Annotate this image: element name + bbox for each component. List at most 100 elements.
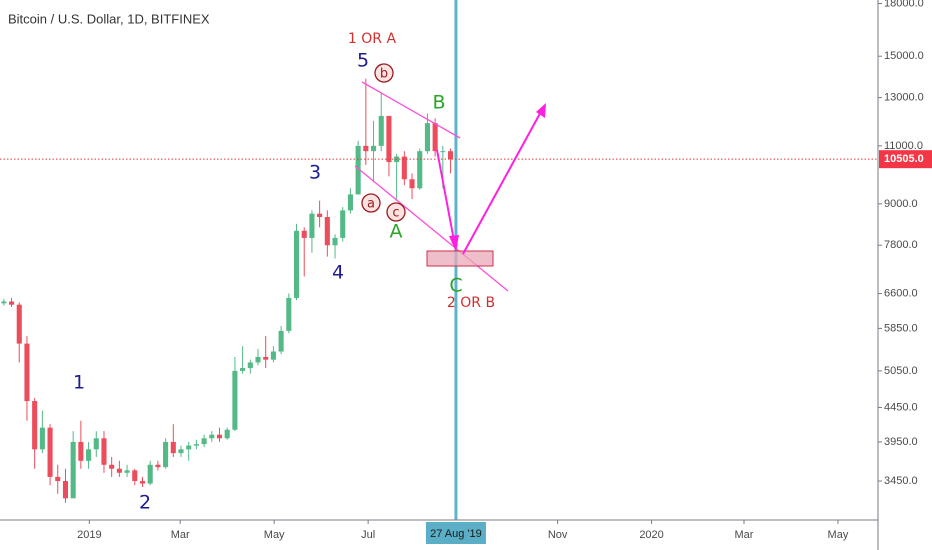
candle-body: [147, 464, 153, 484]
candle-body: [16, 304, 22, 344]
candle-body: [101, 438, 107, 465]
y-tick-label: 3450.0: [884, 475, 918, 487]
candle-body: [401, 156, 407, 180]
chart-title: Bitcoin / U.S. Dollar, 1D, BITFINEX: [8, 11, 210, 26]
x-tick-label: Mar: [735, 529, 754, 541]
x-tick-label: 27 Aug '19: [430, 528, 482, 540]
candle-body: [201, 438, 207, 445]
candle-body: [193, 444, 199, 446]
channel-lower: [354, 165, 509, 292]
y-tick-label: 4450.0: [884, 401, 918, 413]
candle-body: [347, 194, 353, 211]
candle-body: [70, 441, 76, 499]
candle-body: [155, 464, 161, 468]
y-tick-label: 3950.0: [884, 436, 918, 448]
wave-label: a: [367, 197, 375, 212]
candle-body: [386, 115, 392, 163]
y-tick-label: 7800.0: [884, 239, 918, 251]
x-tick-label: May: [828, 529, 849, 541]
candle-body: [324, 217, 330, 246]
candle-body: [417, 151, 423, 189]
candle-body: [224, 429, 230, 439]
x-tick-label: Mar: [171, 529, 190, 541]
candle-body: [24, 343, 30, 402]
wave-label: 2: [139, 492, 151, 514]
y-tick-label: 6600.0: [884, 287, 918, 299]
candle-body: [370, 145, 377, 152]
candle-body: [263, 356, 269, 360]
candle-body: [240, 368, 246, 371]
candle-body: [255, 356, 261, 363]
candle-body: [340, 210, 346, 238]
arrow-down: [436, 149, 456, 247]
wave-label: 3: [309, 162, 321, 184]
candle-body: [293, 230, 300, 298]
y-tick-label: 13000.0: [884, 91, 924, 103]
candle-body: [209, 434, 215, 439]
drawings: [354, 81, 546, 292]
price-axis: [878, 0, 932, 550]
wave-label: b: [380, 67, 388, 82]
wave-label: C: [449, 275, 462, 297]
x-tick-label: 2019: [77, 529, 101, 541]
last-price-label: 10505.0: [884, 153, 924, 165]
x-tick-label: May: [264, 529, 285, 541]
candle-body: [317, 213, 323, 218]
candle-body: [86, 449, 92, 461]
candle-body: [301, 230, 307, 238]
annotation-circle: [386, 202, 406, 222]
x-tick-label: 2020: [639, 529, 663, 541]
y-tick-label: 15000.0: [884, 50, 924, 62]
plot-area: [0, 0, 878, 550]
candle-body: [247, 362, 253, 369]
candle-body: [170, 441, 176, 454]
y-tick-label: 11000.0: [884, 140, 923, 152]
candle-body: [62, 481, 69, 499]
candle-body: [232, 370, 238, 430]
y-tick-label: 5850.0: [884, 322, 918, 334]
candle-body: [424, 123, 430, 152]
candle-body: [409, 179, 415, 189]
candle-body: [47, 427, 53, 477]
candle-body: [55, 476, 61, 482]
candle-body: [178, 449, 184, 454]
y-tick-label: 9000.0: [884, 198, 918, 210]
last-price-box: [879, 150, 932, 169]
candle-body: [139, 481, 146, 484]
target-zone: [426, 250, 494, 267]
y-tick-label: 5050.0: [884, 365, 918, 377]
wave-label: 1 OR A: [348, 31, 397, 47]
candle-body: [440, 151, 446, 153]
date-marker-box: [425, 522, 486, 544]
wave-label: c: [392, 206, 399, 221]
x-tick-label: Nov: [548, 529, 568, 541]
candle-body: [132, 470, 138, 482]
candle-body: [109, 464, 115, 469]
wave-label: A: [390, 221, 403, 243]
candle-body: [124, 470, 130, 473]
candle-body: [309, 213, 315, 238]
candle-body: [363, 145, 369, 152]
wave-label: 4: [332, 262, 344, 284]
y-tick-label: 18000.0: [884, 0, 924, 9]
candle-body: [93, 438, 99, 450]
wave-label: 1: [73, 372, 85, 394]
x-tick-label: Jul: [361, 529, 375, 541]
candle-body: [9, 301, 15, 305]
candle-body: [270, 351, 276, 360]
candle-body: [163, 441, 169, 468]
annotations: 1 OR A 5b B 3 a cA 4 C2 OR B 1 2: [73, 31, 495, 514]
arrow-head: [536, 103, 546, 118]
annotation-circle: [361, 193, 381, 213]
candle-body: [278, 330, 284, 352]
candle-body: [216, 434, 223, 439]
candle-body: [378, 115, 384, 146]
candle-body: [32, 401, 38, 450]
candle-body: [39, 427, 45, 450]
candle-body: [332, 237, 338, 246]
arrow-head: [449, 235, 459, 252]
candle-body: [448, 151, 454, 160]
